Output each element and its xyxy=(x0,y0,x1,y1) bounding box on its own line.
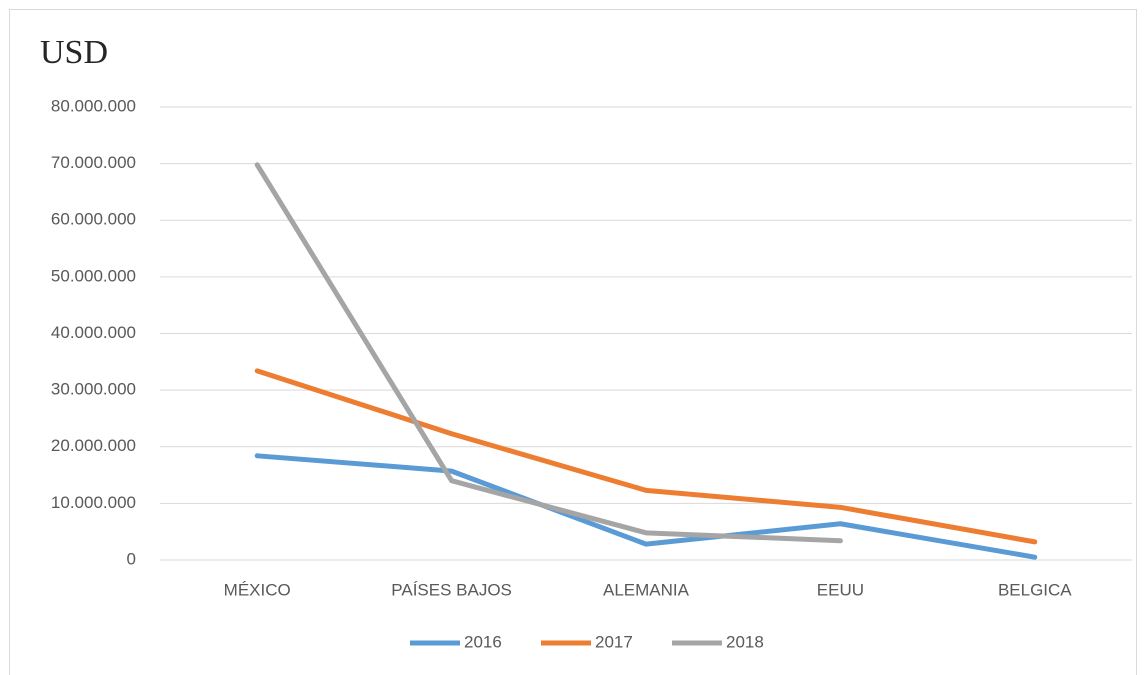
y-tick-label: 40.000.000 xyxy=(51,323,136,342)
series-line xyxy=(254,368,1038,545)
y-tick-label: 0 xyxy=(127,549,136,568)
x-tick-label: EEUU xyxy=(817,580,864,599)
y-tick-label: 10.000.000 xyxy=(51,493,136,512)
x-tick-label: BELGICA xyxy=(998,580,1072,599)
x-tick-label: ALEMANIA xyxy=(603,580,690,599)
chart-title: USD xyxy=(40,34,108,71)
y-tick-label: 70.000.000 xyxy=(51,153,136,172)
y-tick-label: 50.000.000 xyxy=(51,266,136,285)
y-tick-label: 20.000.000 xyxy=(51,436,136,455)
series-line xyxy=(254,453,1038,560)
series-line xyxy=(254,162,843,544)
y-tick-label: 30.000.000 xyxy=(51,380,136,399)
y-tick-label: 60.000.000 xyxy=(51,210,136,229)
legend-label: 2018 xyxy=(726,632,764,651)
x-tick-label: MÉXICO xyxy=(224,580,291,599)
legend-label: 2016 xyxy=(464,632,502,651)
chart-frame xyxy=(9,9,1137,675)
legend-label: 2017 xyxy=(595,632,633,651)
x-tick-label: PAÍSES BAJOS xyxy=(391,580,512,599)
y-tick-label: 80.000.000 xyxy=(51,96,136,115)
